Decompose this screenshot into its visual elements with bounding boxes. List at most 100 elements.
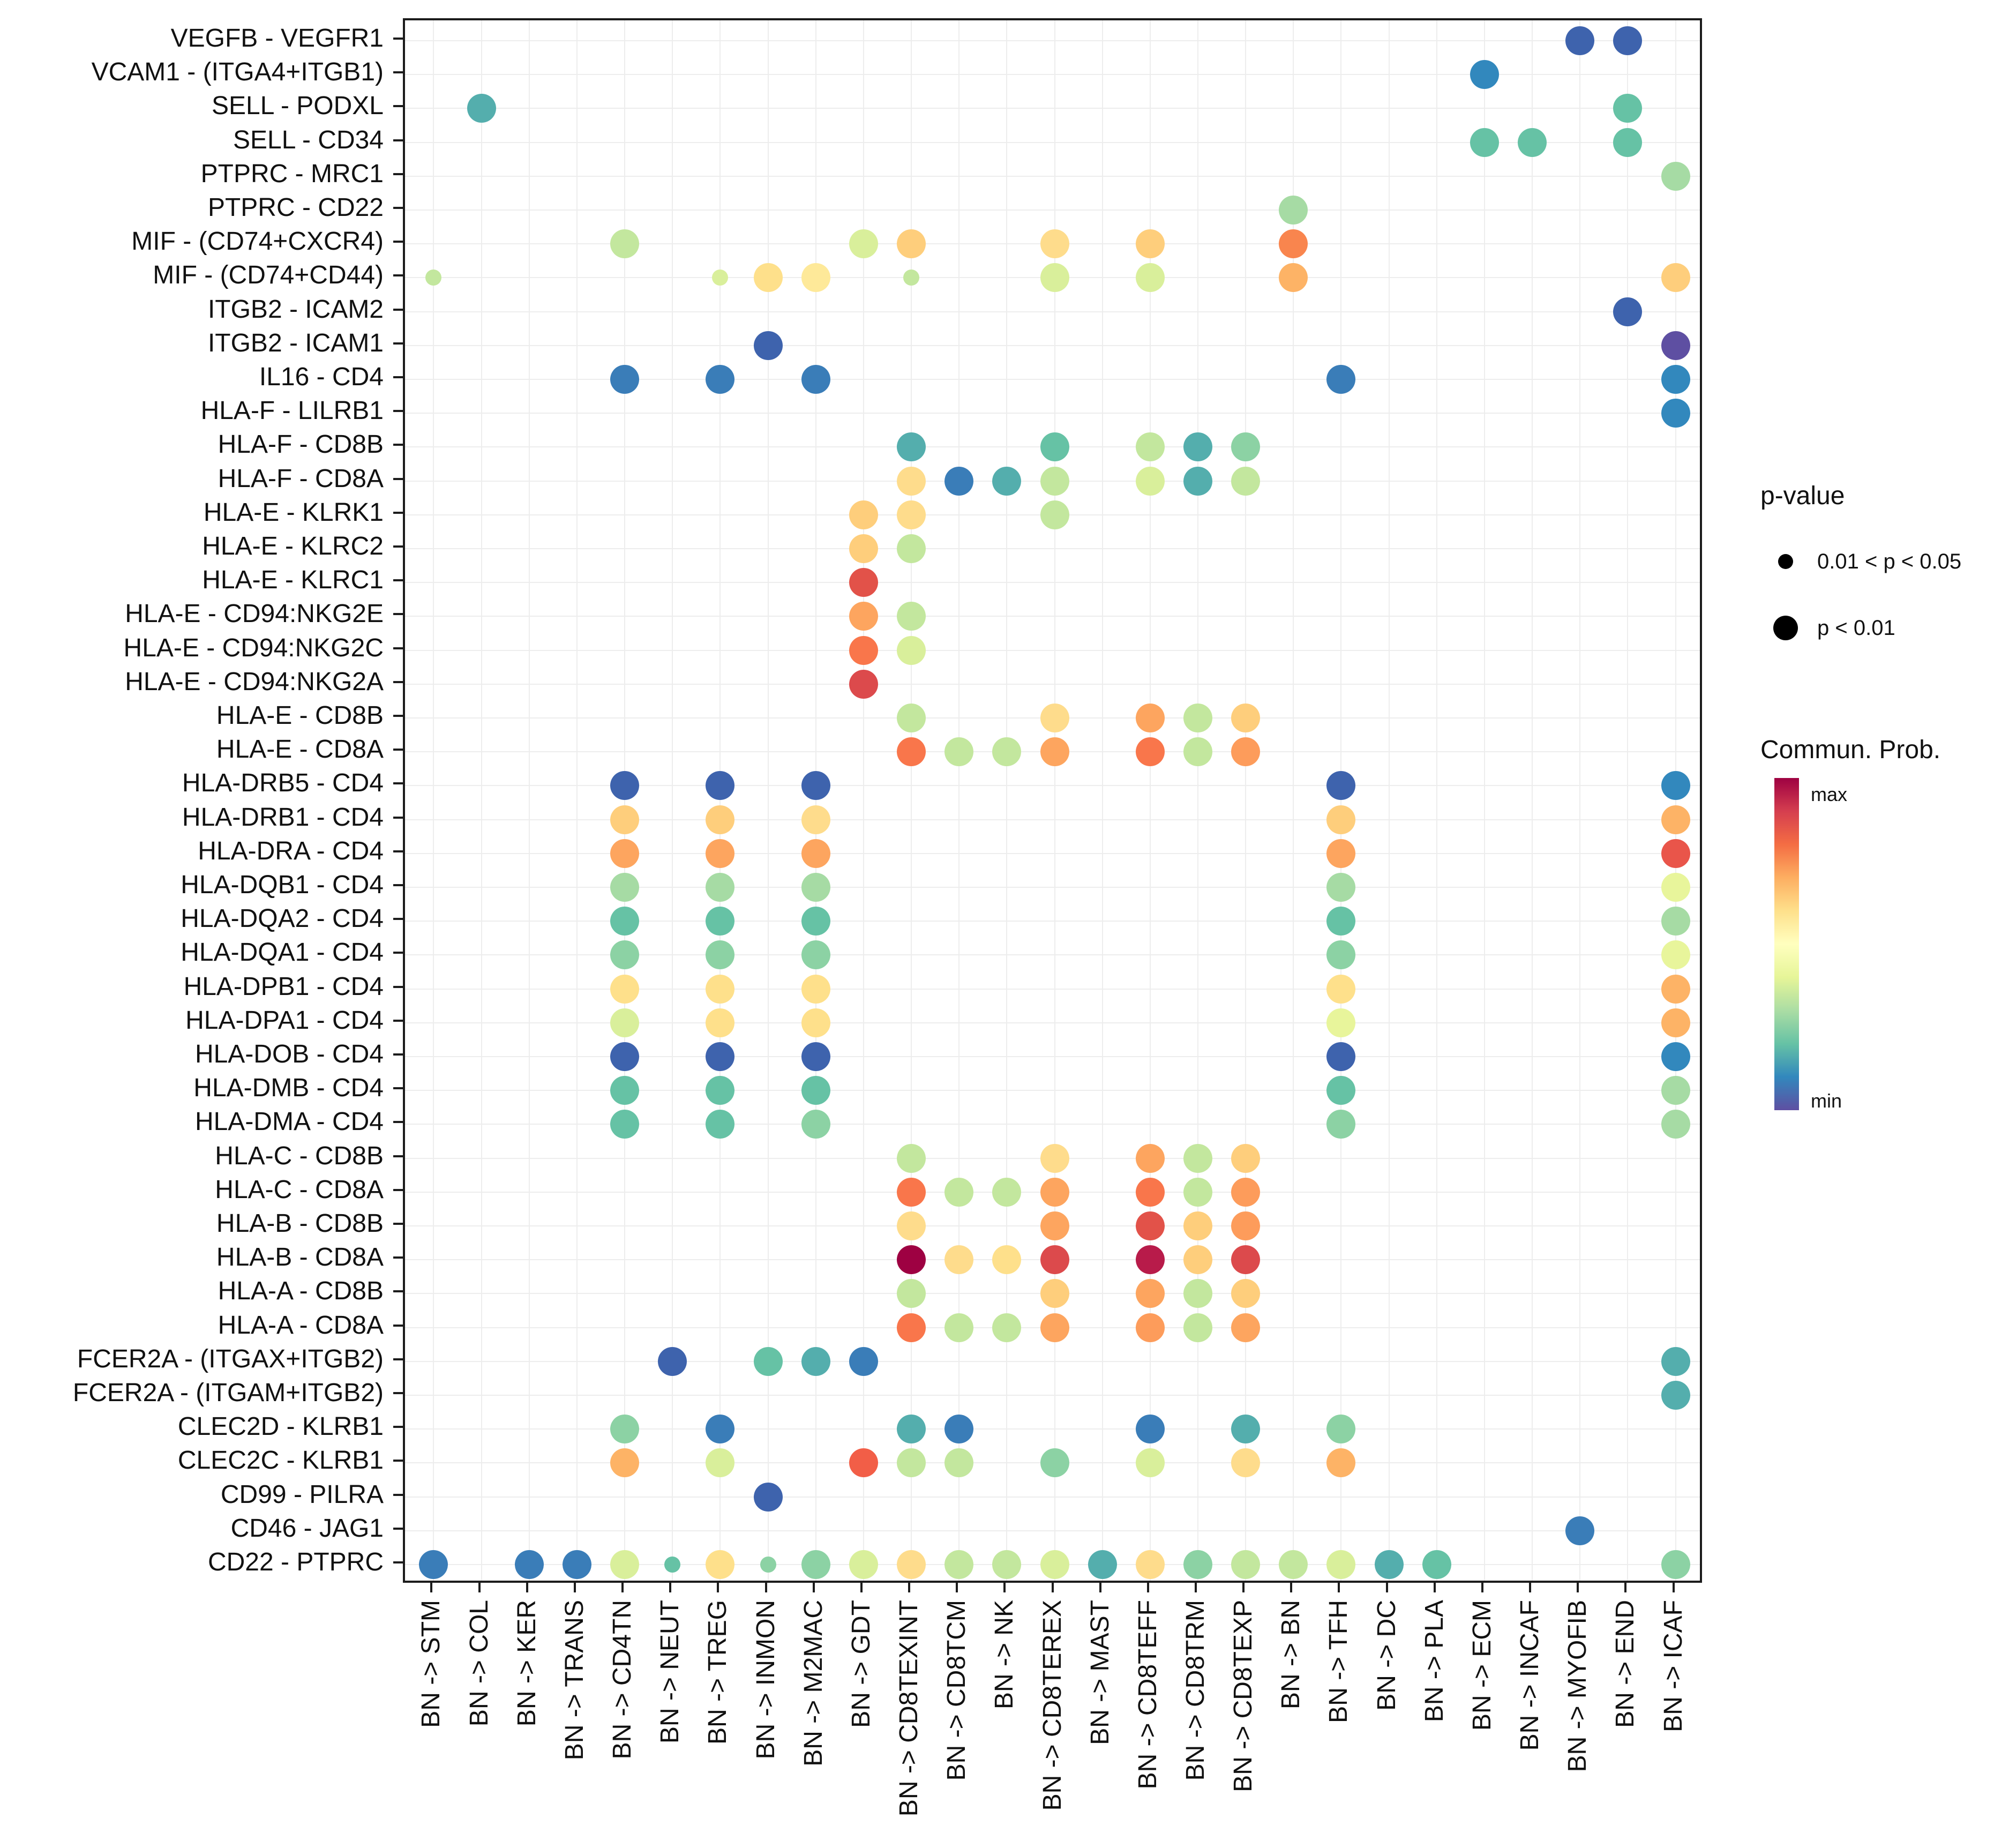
data-dot [1040,1550,1069,1580]
data-dot [897,1143,926,1173]
y-axis-label: CLEC2C - KLRB1 [177,1446,384,1475]
data-dot [992,1313,1022,1342]
y-axis-tick [393,749,403,751]
gridline-vertical [1006,20,1008,1581]
y-axis-tick [393,105,403,108]
y-axis-label: HLA-DMA - CD4 [194,1108,384,1136]
gridline-vertical [863,20,864,1581]
y-axis-tick [393,376,403,378]
data-dot [1040,1211,1069,1241]
x-axis-label: BN -> ECM [1467,1600,1496,1731]
data-dot [1326,907,1356,936]
y-axis-label: HLA-E - CD94:NKG2E [125,600,384,629]
data-dot [1661,839,1690,868]
y-axis-tick [393,1121,403,1124]
data-dot [897,229,926,259]
x-axis-tick [430,1583,433,1592]
y-axis-label: HLA-C - CD8B [215,1141,384,1170]
y-axis-label: ITGB2 - ICAM1 [207,328,384,357]
data-dot [1326,839,1356,868]
data-dot [1470,60,1499,89]
data-dot [706,1448,735,1478]
data-dot [801,263,830,293]
gridline-vertical [1101,20,1103,1581]
data-dot [658,1346,687,1376]
data-dot [801,907,830,936]
data-dot [897,1313,926,1342]
data-dot [1518,128,1547,157]
gridline-horizontal [405,887,1700,888]
data-dot [706,839,735,868]
x-axis-label: BN -> INMON [751,1600,780,1760]
y-axis-label: CD99 - PILRA [220,1480,384,1509]
y-axis-label: MIF - (CD74+CXCR4) [131,227,384,256]
data-dot [610,1448,640,1478]
colorbar-min-label: min [1811,1090,1842,1112]
data-dot [1326,1415,1356,1444]
gridline-vertical [1483,20,1485,1581]
data-dot [944,1550,974,1580]
data-dot [1326,364,1356,394]
y-axis-tick [393,1392,403,1395]
y-axis-tick [393,613,403,616]
data-dot [1326,1110,1356,1139]
pvalue-small-dot-slot [1768,554,1803,569]
data-dot [1040,1177,1069,1207]
y-axis-tick [393,173,403,175]
gridline-vertical [1532,20,1533,1581]
data-dot [801,974,830,1004]
pvalue-legend-item-large: p < 0.01 [1768,612,1895,644]
gridline-vertical [672,20,673,1581]
y-axis-label: HLA-C - CD8A [215,1175,384,1204]
data-dot [664,1557,681,1573]
data-dot [1088,1550,1117,1580]
data-dot [1183,432,1212,462]
y-axis-label: HLA-A - CD8B [218,1277,384,1306]
x-axis-tick [1672,1583,1675,1592]
x-axis-label: BN -> BN [1277,1600,1306,1710]
data-dot [610,974,640,1004]
gridline-vertical [911,20,912,1581]
x-axis-tick [1624,1583,1627,1592]
data-dot [1040,263,1069,293]
data-dot [1661,940,1690,970]
gridline-horizontal [405,1496,1700,1498]
data-dot [1040,703,1069,732]
y-axis-label: SELL - CD34 [233,125,384,154]
data-dot [753,1346,783,1376]
x-axis-label: BN -> TRANS [560,1600,589,1761]
x-axis-label: BN -> CD4TN [608,1600,637,1760]
gridline-horizontal [405,616,1700,617]
data-dot [897,703,926,732]
data-dot [1661,873,1690,902]
y-axis-tick [393,206,403,209]
data-dot [897,1448,926,1478]
data-dot [1183,1245,1212,1275]
data-dot [1422,1550,1451,1580]
data-dot [1661,1008,1690,1037]
data-dot [610,1076,640,1105]
gridline-vertical [815,20,816,1581]
x-axis-label: BN -> STM [417,1600,446,1728]
data-dot [1135,1177,1165,1207]
y-axis-label: VEGFB - VEGFR1 [170,24,384,53]
y-axis-tick [393,1527,403,1530]
y-axis-tick [393,241,403,243]
gridline-vertical [1340,20,1342,1581]
data-dot [1231,1550,1261,1580]
gridline-horizontal [405,785,1700,787]
y-axis-label: HLA-DRA - CD4 [198,836,384,865]
y-axis-tick [393,850,403,852]
x-axis-label: BN -> INCAF [1516,1600,1545,1751]
data-dot [1661,1346,1690,1376]
y-axis-label: HLA-DQB1 - CD4 [181,871,384,899]
x-axis-label: BN -> CD8TEXINT [895,1600,924,1817]
data-dot [1135,1143,1165,1173]
gridline-horizontal [405,378,1700,380]
data-dot [849,500,878,529]
x-axis-tick [812,1583,815,1592]
data-dot [706,364,735,394]
data-dot [944,466,974,496]
x-axis-tick [1003,1583,1006,1592]
data-dot [1279,229,1308,259]
